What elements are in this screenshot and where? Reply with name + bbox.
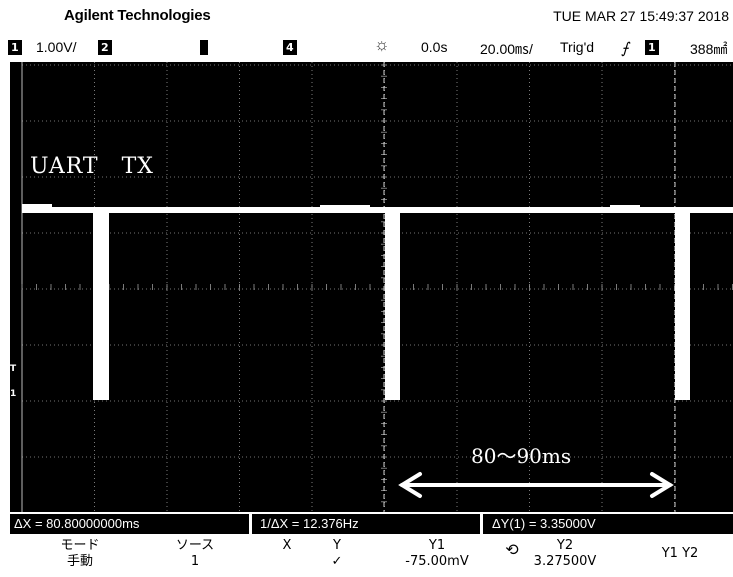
- timebase-value[interactable]: 20.00㎳/: [480, 41, 533, 57]
- channel-1-marker[interactable]: 1: [8, 40, 22, 55]
- channel-4-marker[interactable]: 4: [283, 40, 297, 55]
- measurement-bar: ΔX = 80.80000000ms 1/ΔX = 12.376Hz ΔY(1)…: [10, 514, 733, 534]
- datetime: TUE MAR 27 15:49:37 2018: [553, 8, 729, 24]
- grid-lines: [21, 62, 733, 512]
- trace-label: UART TX: [30, 154, 154, 179]
- softkey-x[interactable]: X: [282, 538, 292, 553]
- grid-ticks: [21, 64, 733, 503]
- header: Agilent Technologies TUE MAR 27 15:49:37…: [0, 0, 733, 30]
- softkey-y1-y2[interactable]: Y1 Y2: [661, 546, 699, 561]
- trigger-level[interactable]: 388㎟: [690, 41, 728, 57]
- channel-1-ground-marker[interactable]: 1: [10, 389, 17, 399]
- intensity-icon: ☼: [374, 35, 390, 54]
- trigger-level-marker[interactable]: T: [10, 364, 17, 374]
- display-graticule: [21, 62, 733, 512]
- waveform-display[interactable]: T 1 UART TX 80～90ms: [10, 62, 733, 512]
- delay-value[interactable]: 0.0s: [421, 39, 448, 55]
- channel-3-marker[interactable]: [200, 40, 208, 55]
- brand-logo: Agilent Technologies: [64, 7, 211, 24]
- trigger-edge-icon[interactable]: ⨍: [621, 40, 629, 57]
- trigger-state: Trig'd: [560, 39, 595, 55]
- trigger-source-marker[interactable]: 1: [645, 40, 659, 55]
- cursor-knob-icon: ⟲: [505, 540, 519, 559]
- duration-arrow: [398, 472, 674, 498]
- delta-x-readout: ΔX = 80.80000000ms: [14, 516, 140, 531]
- delta-y-readout: ΔY(1) = 3.35000V: [492, 516, 596, 531]
- uart-tx-trace: [22, 204, 733, 400]
- softkey-menu: モード 手動 ソース 1 X Y ✓ Y1 -75.00mV ⟲ Y2 3.27…: [0, 536, 733, 577]
- status-row: 1 1.00V/ 2 4 ☼ 0.0s 20.00㎳/ Trig'd ⨍ 1 3…: [0, 34, 733, 60]
- channel-2-marker[interactable]: 2: [98, 40, 112, 55]
- softkey-y1[interactable]: Y1 -75.00mV: [405, 538, 469, 569]
- channel-1-scale[interactable]: 1.00V/: [36, 39, 77, 55]
- softkey-y2[interactable]: Y2 3.27500V: [533, 538, 597, 569]
- duration-annotation: 80～90ms: [471, 444, 572, 468]
- divider: [480, 514, 483, 534]
- softkey-y[interactable]: Y ✓: [331, 538, 343, 569]
- softkey-mode[interactable]: モード 手動: [60, 538, 100, 569]
- softkey-source[interactable]: ソース 1: [175, 538, 215, 569]
- divider: [249, 514, 252, 534]
- inverse-delta-x-readout: 1/ΔX = 12.376Hz: [260, 516, 359, 531]
